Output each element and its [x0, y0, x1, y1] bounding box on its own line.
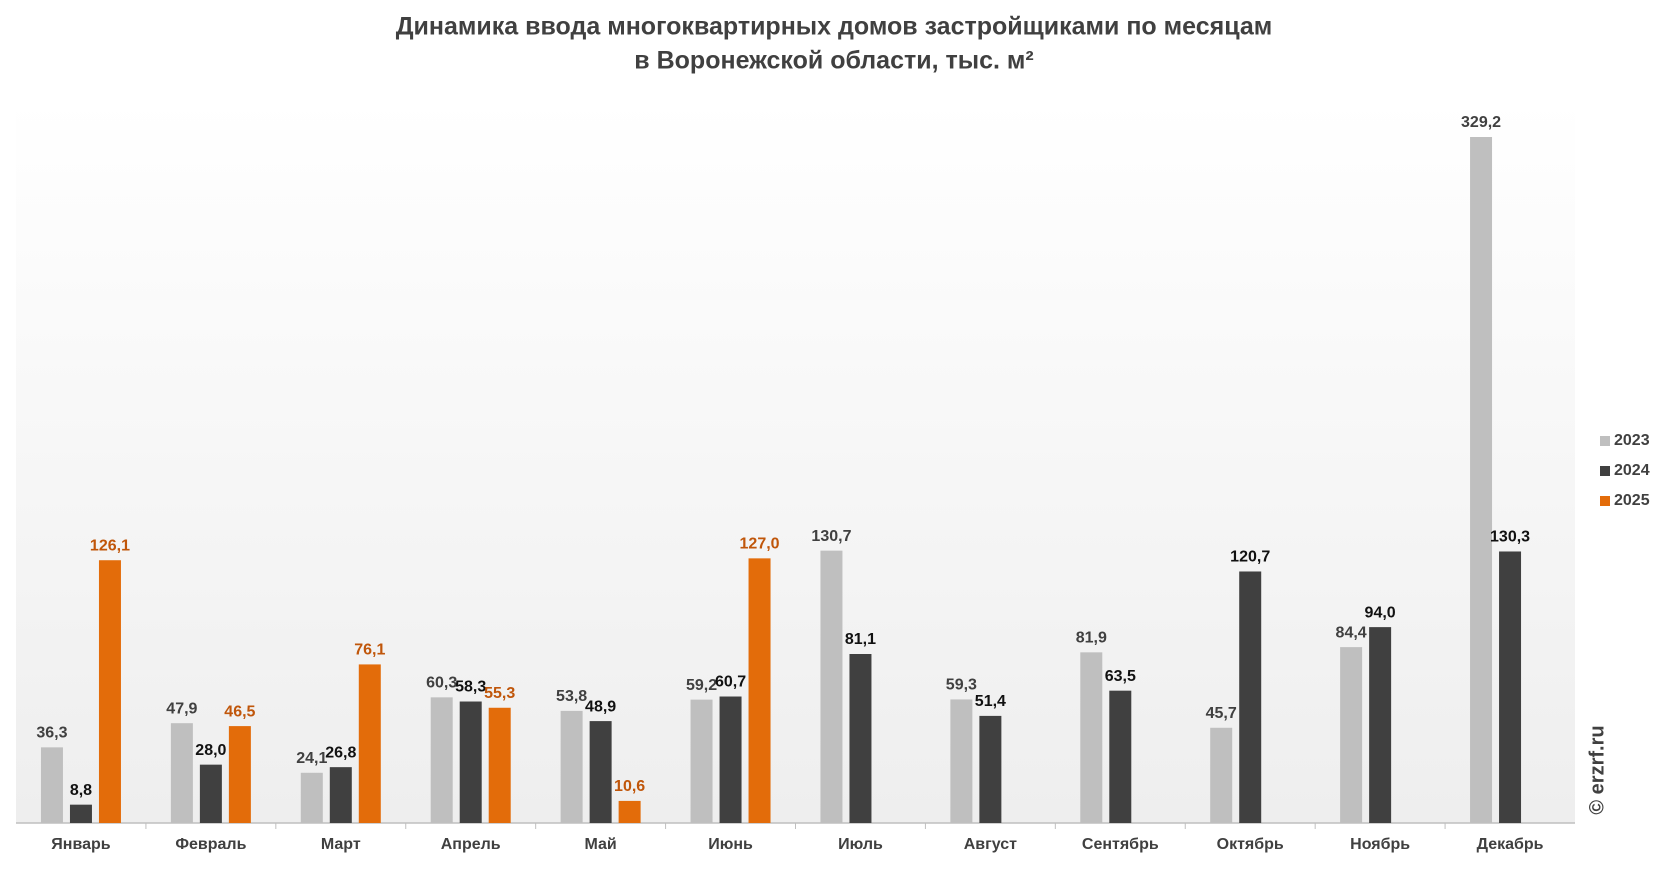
data-label: 329,2: [1461, 114, 1501, 131]
data-label: 127,0: [740, 536, 780, 553]
data-label: 51,4: [975, 693, 1006, 710]
x-tick-label: Декабрь: [1477, 836, 1544, 853]
data-label: 59,3: [946, 677, 977, 694]
bar: [1499, 551, 1522, 823]
data-label: 58,3: [455, 679, 486, 696]
bar: [1210, 727, 1233, 823]
legend-label: 2025: [1614, 492, 1650, 509]
bar: [589, 721, 612, 823]
bar: [1470, 137, 1493, 823]
watermark: © erzrf.ru: [1586, 725, 1608, 814]
data-label: 26,8: [325, 744, 356, 761]
chart-subtitle: в Воронежской области, тыс. м²: [634, 47, 1033, 75]
bar: [618, 800, 641, 823]
data-label: 10,6: [614, 778, 645, 795]
bar: [358, 664, 381, 823]
x-tick-label: Октябрь: [1217, 836, 1284, 853]
bar: [1080, 652, 1103, 823]
data-label: 45,7: [1206, 705, 1237, 722]
data-label: 130,3: [1490, 529, 1530, 546]
legend-swatch: [1600, 436, 1610, 446]
bar: [329, 767, 352, 823]
bar: [560, 710, 583, 823]
data-label: 81,1: [845, 631, 876, 648]
x-tick-label: Январь: [51, 836, 110, 853]
data-label: 8,8: [70, 782, 92, 799]
bar: [820, 550, 843, 823]
chart-title: Динамика ввода многоквартирных домов зас…: [396, 13, 1273, 41]
bar: [950, 699, 973, 823]
data-label: 48,9: [585, 698, 616, 715]
data-label: 84,4: [1336, 624, 1367, 641]
bar: [719, 696, 742, 823]
bar: [98, 560, 121, 823]
x-tick-label: Апрель: [441, 836, 501, 853]
bar: [69, 804, 92, 823]
data-label: 120,7: [1230, 549, 1270, 566]
bar: [1109, 690, 1132, 823]
x-tick-label: Февраль: [175, 836, 246, 853]
bar: [459, 701, 482, 823]
data-label: 60,3: [426, 675, 457, 692]
x-tick-label: Август: [964, 836, 1017, 853]
data-label: 24,1: [296, 750, 327, 767]
legend-label: 2023: [1614, 432, 1650, 449]
bar: [1340, 647, 1363, 823]
data-label: 47,9: [166, 700, 197, 717]
bar: [170, 723, 193, 823]
bar: [40, 747, 63, 823]
bar: [199, 764, 222, 823]
data-label: 60,7: [715, 674, 746, 691]
legend-swatch: [1600, 466, 1610, 476]
data-label: 130,7: [811, 528, 851, 545]
data-label: 94,0: [1365, 604, 1396, 621]
plot-background: [16, 100, 1575, 823]
x-tick-label: Май: [584, 836, 616, 853]
x-tick-label: Ноябрь: [1350, 836, 1410, 853]
bar: [849, 654, 872, 823]
data-label: 36,3: [36, 725, 67, 742]
data-label: 76,1: [354, 642, 385, 659]
data-label: 63,5: [1105, 668, 1136, 685]
x-tick-label: Март: [321, 836, 361, 853]
bar: [979, 715, 1002, 823]
bar: [488, 707, 511, 823]
data-label: 59,2: [686, 677, 717, 694]
x-tick-label: Июнь: [708, 836, 753, 853]
bar: [1239, 571, 1262, 823]
data-label: 126,1: [90, 537, 130, 554]
bar: [228, 726, 251, 823]
x-tick-label: Сентябрь: [1082, 836, 1159, 853]
bar: [748, 558, 771, 823]
data-label: 28,0: [195, 742, 226, 759]
legend-label: 2024: [1614, 462, 1650, 479]
bar: [1369, 627, 1392, 823]
bar: [690, 699, 713, 823]
data-label: 81,9: [1076, 630, 1107, 647]
data-label: 55,3: [484, 685, 515, 702]
x-tick-label: Июль: [838, 836, 883, 853]
legend-swatch: [1600, 496, 1610, 506]
bar: [430, 697, 453, 823]
data-label: 53,8: [556, 688, 587, 705]
data-label: 46,5: [224, 703, 255, 720]
bar: [300, 772, 323, 823]
